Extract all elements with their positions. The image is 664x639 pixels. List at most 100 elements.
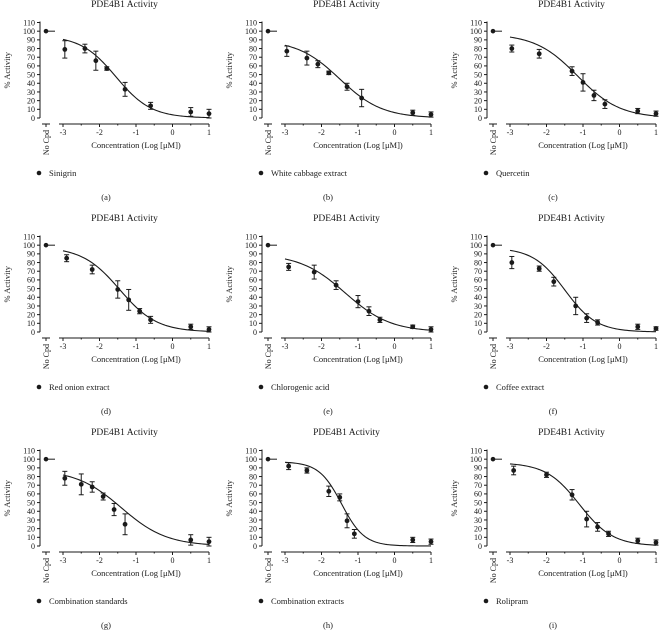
y-axis-label: % Activity [449, 51, 459, 88]
x-tick-label: 0 [618, 128, 622, 137]
x-tick-label: 1 [654, 128, 658, 137]
y-tick-label: 30 [249, 516, 257, 525]
y-tick-label: 10 [27, 105, 35, 114]
legend-marker [36, 384, 42, 390]
x-tick-label: -1 [355, 556, 362, 565]
x-axis-label: Concentration (Log [μM]) [91, 568, 181, 578]
y-tick-label: 80 [249, 258, 257, 267]
y-tick-label: 70 [27, 267, 35, 276]
x-tick-label: -2 [543, 128, 550, 137]
y-tick-label: 90 [249, 36, 257, 45]
data-point [122, 521, 128, 527]
chart-panel: PDE4B1 Activity0102030405060708090100110… [2, 0, 212, 202]
x-tick-label: -3 [282, 342, 289, 351]
y-tick-label: 50 [27, 498, 35, 507]
y-tick-label: 30 [474, 302, 482, 311]
panel-label: (i) [549, 620, 557, 630]
legend-marker [258, 384, 264, 390]
x-tick-label: -2 [318, 342, 325, 351]
data-point [206, 539, 212, 545]
x-tick-label: -1 [580, 342, 587, 351]
data-point [284, 48, 290, 54]
legend-label: Quercetin [496, 168, 530, 178]
data-point [635, 538, 641, 544]
y-tick-label: 0 [31, 542, 35, 551]
nocpd-point [490, 28, 496, 34]
y-tick-label: 20 [474, 524, 482, 533]
y-tick-label: 50 [474, 284, 482, 293]
y-tick-label: 50 [474, 498, 482, 507]
data-point [137, 308, 143, 314]
y-tick-label: 110 [470, 232, 482, 241]
x-tick-label: 1 [207, 342, 211, 351]
panel-label: (g) [101, 620, 111, 630]
data-point [410, 324, 416, 330]
y-axis-label: % Activity [2, 479, 12, 516]
x-axis-label: Concentration (Log [μM]) [313, 354, 403, 364]
data-point [286, 463, 292, 469]
x-tick-label: -2 [318, 128, 325, 137]
y-tick-label: 40 [249, 79, 257, 88]
x-axis-label: Concentration (Log [μM]) [538, 568, 628, 578]
y-axis-label: % Activity [224, 479, 234, 516]
y-axis-label: % Activity [224, 265, 234, 302]
y-tick-label: 0 [31, 328, 35, 337]
data-point [206, 326, 212, 332]
x-tick-label: 0 [171, 342, 175, 351]
data-point [100, 494, 106, 499]
y-tick-label: 20 [249, 96, 257, 105]
data-point [653, 326, 659, 331]
y-tick-label: 60 [474, 276, 482, 285]
data-point [635, 324, 641, 330]
data-point [326, 70, 332, 76]
data-point [584, 516, 590, 522]
y-tick-label: 90 [27, 36, 35, 45]
y-tick-label: 90 [474, 250, 482, 259]
x-tick-label: 1 [207, 128, 211, 137]
y-tick-label: 80 [474, 258, 482, 267]
x-tick-label: -3 [60, 342, 67, 351]
chart-title: PDE4B1 Activity [538, 0, 605, 10]
chart-title: PDE4B1 Activity [91, 428, 158, 438]
data-point [126, 297, 132, 303]
y-tick-label: 10 [249, 533, 257, 542]
y-tick-label: 60 [249, 490, 257, 499]
y-tick-label: 90 [249, 250, 257, 259]
x-tick-label: -2 [96, 556, 103, 565]
data-point [355, 299, 361, 305]
y-tick-label: 10 [249, 319, 257, 328]
y-axis-label: % Activity [449, 479, 459, 516]
y-tick-label: 80 [249, 472, 257, 481]
y-tick-label: 90 [474, 36, 482, 45]
data-point [344, 518, 350, 524]
chart-title: PDE4B1 Activity [91, 0, 158, 10]
data-point [536, 266, 542, 272]
y-tick-label: 10 [27, 533, 35, 542]
x-tick-label: -2 [318, 556, 325, 565]
y-tick-label: 60 [474, 490, 482, 499]
data-point [428, 112, 434, 117]
x-tick-label: 0 [171, 128, 175, 137]
x-tick-label: 0 [393, 342, 397, 351]
y-tick-label: 60 [474, 62, 482, 71]
y-axis-label: % Activity [449, 265, 459, 302]
data-point [511, 468, 517, 473]
legend-label: Rolipram [496, 596, 528, 606]
data-point [188, 324, 194, 330]
y-tick-label: 40 [249, 293, 257, 302]
chart-title: PDE4B1 Activity [538, 214, 605, 224]
legend-label: Coffee extract [496, 382, 545, 392]
x-axis-label: Concentration (Log [μM]) [91, 140, 181, 150]
y-tick-label: 100 [470, 27, 482, 36]
panel-label: (d) [101, 406, 111, 416]
chart-title: PDE4B1 Activity [313, 0, 380, 10]
y-tick-label: 30 [27, 302, 35, 311]
nocpd-point [43, 28, 49, 34]
data-point [580, 80, 586, 85]
data-point [544, 472, 549, 478]
data-point [536, 51, 542, 57]
data-point [115, 287, 121, 292]
data-point [315, 61, 321, 67]
legend-label: Combination standards [49, 596, 128, 606]
data-point [428, 326, 434, 332]
